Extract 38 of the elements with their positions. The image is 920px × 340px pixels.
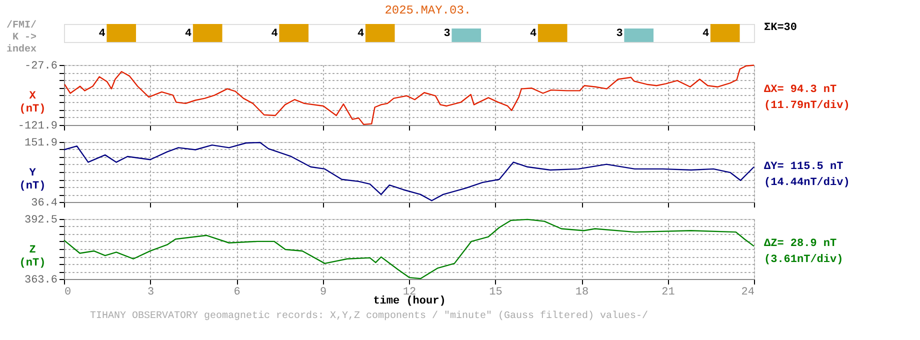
y-axis-title: /FMI/ K -> index	[6, 20, 36, 56]
x-tick-label: 3	[147, 286, 154, 298]
data-label: 4	[530, 28, 537, 40]
data-label: 4	[357, 28, 364, 40]
x-tick-label: 6	[234, 286, 240, 298]
data-label: 4	[184, 28, 192, 40]
y-tick-label: 36.4	[31, 198, 58, 210]
y-axis-title: X (nT)	[19, 90, 46, 116]
data-label: 3	[616, 28, 624, 40]
text: ΔX= 94.3 nT	[764, 84, 838, 96]
y-tick-label: 363.6	[24, 274, 58, 286]
x-tick-label: 24	[741, 286, 755, 298]
data-label: 4	[271, 28, 278, 40]
text: (11.79nT/div)	[764, 100, 850, 112]
line-series	[64, 64, 755, 126]
y-tick-label: -27.6	[24, 60, 58, 72]
y-tick-label: 392.5	[24, 214, 58, 226]
chart-title: 2025.MAY.03.	[384, 4, 472, 18]
y-axis-title: Z (nT)	[19, 244, 46, 270]
data-label: 3	[444, 28, 451, 40]
line-series	[63, 218, 755, 280]
text: ΔY= 115.5 nT	[764, 161, 844, 173]
x-tick-label: 9	[320, 286, 327, 298]
x-tick-label: 0	[64, 286, 72, 298]
x-tick-label: 18	[575, 286, 589, 298]
text: ΣK=30	[764, 22, 798, 34]
data-label: 4	[702, 28, 710, 40]
x-tick-label: 21	[662, 286, 676, 298]
text: TIHANY OBSERVATORY geomagnetic records: X,Y,Z components / "minute" (Gauss filtered) values-/	[90, 310, 648, 322]
text: (14.44nT/div)	[764, 177, 850, 189]
y-axis-title: Y (nT)	[19, 168, 46, 192]
y-tick-label: 151.9	[24, 138, 58, 150]
text: (3.61nT/div)	[764, 254, 844, 266]
x-tick-label: 15	[489, 286, 502, 298]
line-series	[63, 142, 755, 202]
data-label: 4	[98, 28, 106, 40]
y-tick-label: -121.9	[18, 120, 58, 132]
text: ΔZ= 28.9 nT	[764, 238, 838, 250]
